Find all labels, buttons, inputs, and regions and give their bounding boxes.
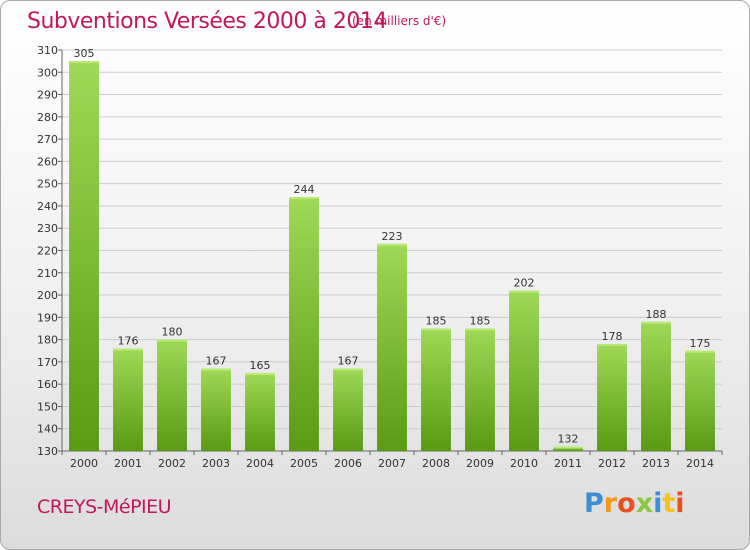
y-tick-label: 260 [37,155,58,168]
logo-letter: i [653,488,663,519]
y-tick-label: 230 [37,222,58,235]
y-tick-label: 130 [37,445,58,458]
bar-2004 [245,373,275,451]
data-label: 180 [162,326,183,339]
data-label: 167 [338,355,359,368]
logo-letter: x [635,488,654,519]
y-tick-label: 150 [37,400,58,413]
bar-2001 [113,348,143,451]
bar-top-edge [157,339,187,342]
x-tick-label: 2000 [70,457,98,470]
x-tick-label: 2014 [686,457,714,470]
data-label: 178 [602,330,623,343]
bar-top-edge [377,243,407,246]
data-label: 165 [250,359,271,372]
y-tick-label: 290 [37,89,58,102]
y-tick-label: 200 [37,289,58,302]
x-tick-label: 2005 [290,457,318,470]
x-tick-label: 2003 [202,457,230,470]
data-labels: 305 176 180 167 165 244 167 223 185 185 202 132 178 1… [74,47,711,445]
x-tick-label: 2006 [334,457,362,470]
data-label: 202 [514,277,535,290]
unit-label: (en milliers d'€) [352,14,447,28]
bar-top-edge [69,61,99,64]
y-tick-label: 160 [37,378,58,391]
y-tick-label: 210 [37,267,58,280]
x-tick-label: 2001 [114,457,142,470]
chart-title: Subventions Versées 2000 à 2014 [27,9,387,34]
x-tick-label: 2010 [510,457,538,470]
bar-top-edge [201,368,231,371]
bar-2014 [685,350,715,451]
bar-2006 [333,368,363,451]
bar-top-edge [509,290,539,293]
x-tick-label: 2004 [246,457,274,470]
x-tick-label: 2012 [598,457,626,470]
bar-top-edge [465,328,495,331]
bar-2005 [289,197,319,451]
bar-top-edge [289,197,319,200]
bar-2003 [201,368,231,451]
bar-2012 [597,344,627,451]
bar-top-edge [641,321,671,324]
x-tick-label: 2009 [466,457,494,470]
bar-top-edge [333,368,363,371]
logo-letter: r [603,488,618,519]
data-label: 305 [74,47,95,60]
y-tick-label: 170 [37,356,58,369]
data-label: 185 [470,314,491,327]
bar-2010 [509,290,539,451]
y-tick-label: 220 [37,245,58,258]
bar-2008 [421,328,451,451]
bar-top-edge [685,350,715,353]
x-tick-label: 2011 [554,457,582,470]
bar-2013 [641,321,671,451]
x-tick-label: 2013 [642,457,670,470]
bar-2002 [157,339,187,451]
bar-2000 [69,61,99,452]
place-name: CREYS-MéPIEU [37,496,172,518]
y-tick-label: 180 [37,334,58,347]
bar-top-edge [245,373,275,376]
logo-letter: P [584,488,604,519]
x-tick-label: 2007 [378,457,406,470]
logo-letter: i [675,488,685,519]
proxiti-logo: Proxiti [584,488,685,519]
data-label: 167 [206,355,227,368]
y-tick-label: 300 [37,66,58,79]
bar-top-edge [113,348,143,351]
bar-2009 [465,328,495,451]
bar-2011 [553,446,583,451]
bars [69,61,715,452]
bar-2007 [377,243,407,451]
axes: 130 140 150 160 170 180 190 200 210 220 230 240 250 2… [37,44,723,470]
data-label: 188 [646,308,667,321]
y-tick-label: 250 [37,178,58,191]
bar-top-edge [421,328,451,331]
data-label: 132 [558,433,579,446]
y-tick-label: 310 [37,44,58,57]
data-label: 176 [118,335,139,348]
y-tick-label: 280 [37,111,58,124]
x-tick-label: 2002 [158,457,186,470]
logo-letter: t [662,488,676,519]
bar-top-edge [597,344,627,347]
data-label: 175 [690,337,711,350]
y-tick-label: 190 [37,311,58,324]
y-tick-label: 140 [37,423,58,436]
x-tick-label: 2008 [422,457,450,470]
bar-top-edge [553,446,583,449]
data-label: 223 [382,230,403,243]
data-label: 185 [426,314,447,327]
data-label: 244 [294,183,315,196]
y-tick-label: 270 [37,133,58,146]
logo-letter: o [617,488,636,519]
y-tick-label: 240 [37,200,58,213]
